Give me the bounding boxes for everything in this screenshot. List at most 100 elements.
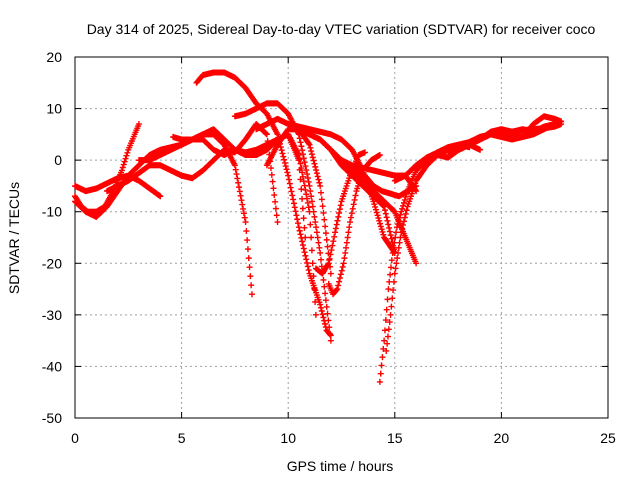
data-point [352, 192, 359, 199]
data-point [279, 150, 286, 157]
data-point [267, 165, 274, 172]
data-point [308, 193, 315, 200]
data-point [395, 217, 402, 224]
data-point [316, 179, 323, 186]
data-point [290, 196, 297, 203]
data-point [244, 246, 251, 253]
data-point [313, 229, 320, 236]
data-point [329, 242, 336, 249]
series-arc6 [170, 131, 309, 241]
data-point [246, 264, 253, 271]
y-tick-label: -30 [42, 307, 62, 323]
data-point [401, 196, 408, 203]
data-point [558, 118, 565, 125]
data-point [298, 186, 305, 193]
data-point [394, 249, 401, 256]
data-point [234, 175, 241, 182]
data-point [309, 260, 316, 267]
x-tick-label: 15 [387, 430, 403, 446]
data-point [376, 151, 383, 158]
data-point [281, 159, 288, 166]
data-point [337, 202, 344, 209]
data-point [296, 166, 303, 173]
data-point [342, 249, 349, 256]
data-point [390, 287, 397, 294]
data-point [373, 209, 380, 216]
data-point [377, 223, 384, 230]
data-point [320, 314, 327, 321]
data-point [304, 195, 311, 202]
data-point [124, 149, 131, 156]
data-point [333, 221, 340, 228]
data-point [392, 265, 399, 272]
data-point [272, 205, 279, 212]
data-point [298, 234, 305, 241]
data-point [291, 204, 298, 211]
data-point [300, 155, 307, 162]
data-point [278, 147, 285, 154]
data-point [379, 354, 386, 361]
data-point [397, 211, 404, 218]
data-point [119, 164, 126, 171]
data-point [338, 267, 345, 274]
series-arc8 [231, 100, 334, 344]
data-point [299, 151, 306, 158]
data-point [374, 212, 381, 219]
data-point [315, 239, 322, 246]
data-point [399, 225, 406, 232]
data-point [313, 167, 320, 174]
data-point [388, 303, 395, 310]
data-point [123, 152, 130, 159]
data-point [334, 286, 341, 293]
data-point [295, 157, 302, 164]
data-point [317, 304, 324, 311]
data-point [335, 213, 342, 220]
data-point [551, 121, 558, 128]
data-point [382, 317, 389, 324]
data-point [400, 221, 407, 228]
data-point [372, 203, 379, 210]
data-point [326, 255, 333, 262]
data-point [333, 287, 340, 294]
data-point [334, 217, 341, 224]
data-point [304, 263, 311, 270]
data-point [396, 214, 403, 221]
data-point [391, 270, 398, 277]
data-point [387, 311, 394, 318]
data-point [302, 186, 309, 193]
data-point [390, 278, 397, 285]
data-point [238, 197, 245, 204]
data-point [305, 267, 312, 274]
data-point [389, 295, 396, 302]
data-point [324, 243, 331, 250]
data-point [241, 214, 248, 221]
data-point [332, 225, 339, 232]
series-arc2 [72, 172, 164, 200]
data-point [300, 245, 307, 252]
x-tick-label: 10 [280, 430, 296, 446]
data-point [269, 178, 276, 185]
data-point [384, 333, 391, 340]
data-point [308, 198, 315, 205]
data-point [390, 244, 397, 251]
data-point [306, 182, 313, 189]
data-point [310, 208, 317, 215]
data-point [325, 317, 332, 324]
data-point [325, 260, 332, 267]
series-arc22 [423, 121, 558, 161]
data-point [393, 224, 400, 231]
data-point [301, 224, 308, 231]
data-point [122, 155, 129, 162]
data-point [372, 206, 379, 213]
data-point [286, 176, 293, 183]
data-point [393, 229, 400, 236]
data-point [296, 135, 303, 142]
data-point [304, 259, 311, 266]
data-point [403, 191, 410, 198]
data-point [284, 169, 291, 176]
data-point [312, 163, 319, 170]
data-point [312, 311, 319, 318]
data-point [287, 184, 294, 191]
data-point [232, 166, 239, 173]
data-point [240, 205, 247, 212]
